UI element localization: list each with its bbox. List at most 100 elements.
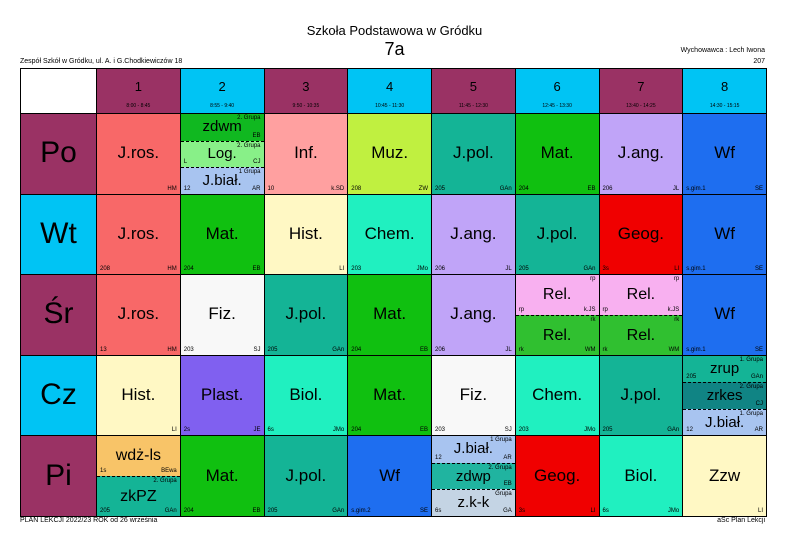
teacher: EB [503, 481, 512, 488]
lesson-part: J.pol. 205 GAn [599, 355, 683, 436]
room: 204 [518, 185, 529, 192]
teacher: LI [674, 266, 680, 273]
room: 205 [518, 266, 529, 273]
lesson-part: J.pol. 205 GAn [515, 194, 599, 275]
subject: J.pol. [620, 385, 662, 405]
lesson-part: Mat. 204 EB [180, 436, 264, 516]
teacher: SE [754, 266, 763, 273]
room: 205 [435, 185, 446, 192]
room: 6s [602, 507, 609, 514]
teacher: k.JS [667, 306, 680, 313]
group-label: 1 Grupa [238, 169, 261, 176]
room: L [183, 159, 188, 166]
room: 206 [602, 185, 613, 192]
room: 205 [686, 374, 697, 381]
lesson-part: Biol. 6s JMo [599, 436, 683, 516]
lesson-part: J.ang. 206 JL [432, 194, 515, 275]
teacher: JMo [332, 427, 345, 434]
teacher: EB [252, 266, 261, 273]
lesson-cell: J.pol. 205 GAn [598, 354, 684, 437]
lesson-part: Mat. 204 EB [348, 355, 431, 436]
teacher: HM [167, 266, 177, 273]
lesson-part: Fiz. 203 SJ [432, 355, 515, 436]
day-header: Wt [20, 193, 97, 276]
lesson-cell: J.ros. HM [96, 113, 181, 195]
subject: Biol. [624, 465, 658, 485]
period-header: 4 10:45 - 11:30 [347, 68, 432, 114]
room: 204 [351, 427, 362, 434]
lesson-cell: J.pol. 205 GAn [263, 435, 349, 517]
lesson-cell: Wf s.gim.2 SE [347, 435, 432, 517]
room: s.gim.1 [686, 266, 706, 273]
subject: zrkes [706, 387, 743, 405]
teacher: SJ [253, 346, 261, 353]
teacher: JMo [667, 507, 680, 514]
lesson-cell: J.biał. 1 Grupa 12 AR zdwp 2. Grupa EB z.k-k Gru… [431, 435, 516, 517]
teacher: JL [672, 185, 680, 192]
room: 203 [183, 346, 194, 353]
room: 203 [518, 427, 529, 434]
lesson-cell: Biol. 6s JMo [598, 435, 684, 517]
subject: J.ros. [117, 304, 160, 324]
period-header: 7 13:40 - 14:25 [598, 68, 684, 114]
subject: Log. [207, 145, 237, 163]
period-time: 11:45 - 12:30 [458, 103, 488, 109]
lesson-part: Inf. 10 k.SD [264, 114, 348, 194]
teacher: k.JS [583, 306, 596, 313]
period-number: 8 [721, 79, 729, 94]
teacher: BEwa [161, 468, 177, 475]
teacher: GAn [750, 374, 763, 381]
teacher: GAn [583, 266, 596, 273]
teacher: k.SD [331, 185, 345, 192]
day-name: Po [40, 136, 77, 170]
subject: Fiz. [459, 385, 488, 405]
teacher: JL [505, 346, 512, 353]
period-header: 6 12:45 - 13:30 [514, 68, 600, 114]
subject: Wf [714, 143, 736, 163]
subject: zdwp [455, 467, 491, 485]
teacher: JMo [416, 266, 428, 273]
day-header: Śr [20, 274, 97, 356]
room: 203 [435, 427, 446, 434]
day-name: Śr [43, 297, 74, 331]
lesson-cell: zrup 1. Grupa 205 GAn zrkes 2. Grupa CJ J.biał.… [682, 354, 767, 437]
lesson-part: Rel. rk rk WM [515, 314, 599, 355]
period-number: 5 [469, 79, 477, 94]
day-header: Po [20, 113, 97, 195]
lesson-part: Rel. rp rp k.JS [599, 275, 683, 315]
homeroom-teacher: Wychowawca : Lech Iwona [680, 47, 765, 54]
lesson-part: Geog. 3s LI [599, 194, 683, 275]
lesson-cell: Mat. 204 EB [347, 274, 432, 356]
lesson-cell: wdż-ls 1s BEwa zkPZ 2. Grupa 205 GAn [96, 435, 181, 517]
subject: Geog. [533, 465, 581, 485]
period-header: 2 8:55 - 9:40 [179, 68, 265, 114]
lesson-part: Wf s.gim.1 SE [683, 275, 766, 355]
teacher: LI [590, 507, 596, 514]
subject: Mat. [205, 223, 239, 243]
lesson-part: Chem. 203 JMo [348, 194, 431, 275]
subject: Wf [714, 223, 736, 243]
room: 204 [183, 507, 194, 514]
group-label: 2. Grupa [739, 384, 763, 391]
teacher: ZW [418, 185, 428, 192]
group-label: 1 Grupa [490, 437, 512, 444]
lesson-cell: Fiz. 203 SJ [431, 354, 516, 437]
group-label: 2. Grupa [237, 142, 261, 149]
lesson-cell: J.ros. 208 HM [96, 193, 181, 276]
teacher: SJ [504, 427, 512, 434]
period-header: 5 11:45 - 12:30 [431, 68, 516, 114]
room: 13 [100, 346, 107, 353]
lesson-cell: J.ros. 13 HM [96, 274, 181, 356]
lesson-part: Rel. rp rp k.JS [515, 275, 599, 315]
period-number: 7 [637, 79, 645, 94]
lesson-cell: Mat. 204 EB [179, 193, 265, 276]
teacher: JL [505, 266, 512, 273]
room: 12 [183, 185, 191, 192]
subject: Zzw [709, 465, 741, 485]
day-name: Wt [40, 216, 77, 250]
teacher: GAn [667, 427, 680, 434]
lesson-cell: Hist. LI [263, 193, 349, 276]
subject: Chem. [364, 223, 415, 243]
subject: J.biał. [705, 413, 745, 431]
room: s.gim.1 [686, 346, 706, 353]
